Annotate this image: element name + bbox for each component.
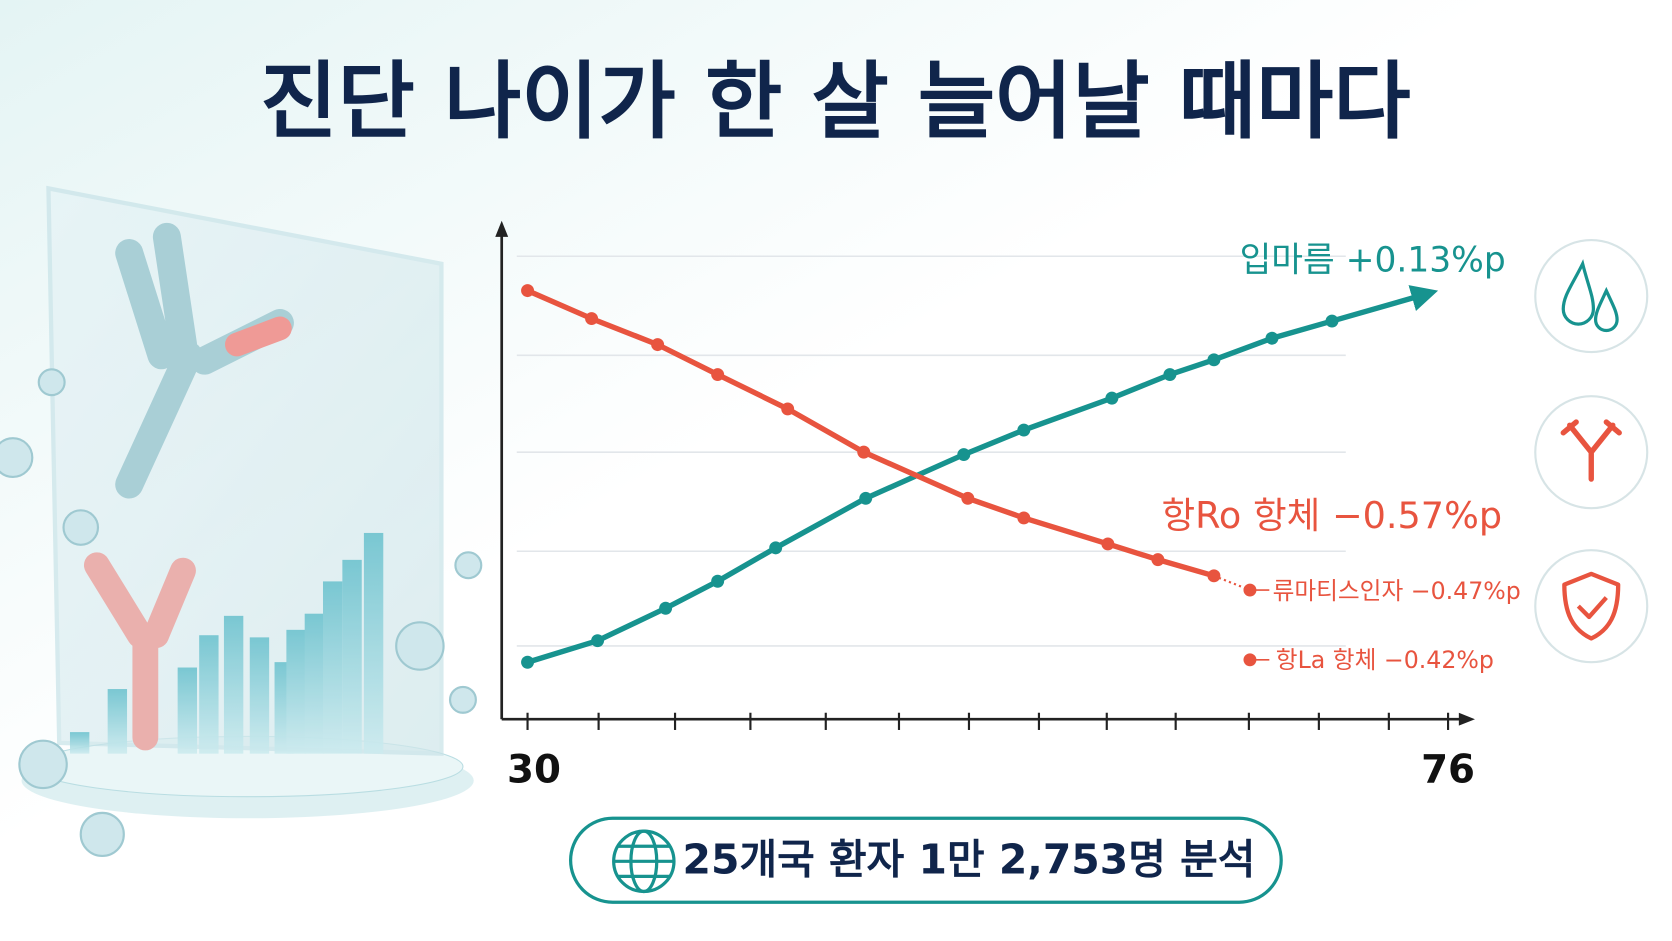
x-tick-label: 76	[1421, 747, 1475, 792]
title: 진단 나이가 한 살 늘어날 때마다	[260, 53, 1410, 151]
point	[961, 491, 975, 505]
x-tick-label: 30	[507, 747, 561, 792]
point	[1163, 368, 1177, 382]
point	[585, 312, 599, 326]
point	[1101, 537, 1115, 551]
point	[857, 445, 871, 459]
point	[711, 368, 725, 382]
point	[1151, 553, 1165, 567]
connector	[1213, 574, 1251, 592]
point	[957, 448, 971, 462]
point	[521, 284, 535, 298]
series-name: 류마티스인자	[1273, 577, 1404, 605]
point	[1017, 511, 1031, 525]
point	[1325, 314, 1339, 328]
point	[1105, 391, 1119, 405]
series-change: −0.57%p	[1332, 493, 1502, 536]
trend-arrow	[1331, 285, 1439, 324]
series-label: 류마티스인자 −0.47%p	[1273, 577, 1521, 605]
point	[651, 338, 665, 352]
series-change: +0.13%p	[1346, 240, 1506, 280]
series-name: 항La 항체	[1276, 646, 1377, 674]
series-name: 입마름	[1240, 240, 1335, 280]
point	[711, 574, 725, 588]
point	[1265, 331, 1279, 345]
point	[1207, 353, 1221, 367]
series-label: 입마름 +0.13%p	[1240, 240, 1506, 280]
series-name: 항Ro 항체	[1161, 493, 1320, 536]
point	[591, 634, 605, 648]
minor-ticks	[597, 712, 1390, 730]
axes	[495, 220, 1475, 726]
series-label: 항Ro 항체 −0.57%p	[1161, 493, 1502, 536]
point	[859, 491, 873, 505]
point	[769, 541, 783, 555]
point	[781, 402, 795, 416]
series-change: −0.42%p	[1384, 646, 1494, 674]
footer-box	[568, 816, 1283, 904]
point	[521, 655, 535, 669]
illustration	[0, 185, 483, 858]
globe-icon	[612, 829, 676, 894]
icons	[1534, 239, 1649, 664]
footer-text: 25개국 환자 1만 2,753명 분석	[683, 835, 1256, 883]
series-change: −0.47%p	[1411, 577, 1521, 605]
grid-lines	[516, 255, 1346, 647]
point	[659, 601, 673, 615]
series-label: 항La 항체 −0.42%p	[1276, 646, 1494, 674]
point	[1017, 423, 1031, 437]
